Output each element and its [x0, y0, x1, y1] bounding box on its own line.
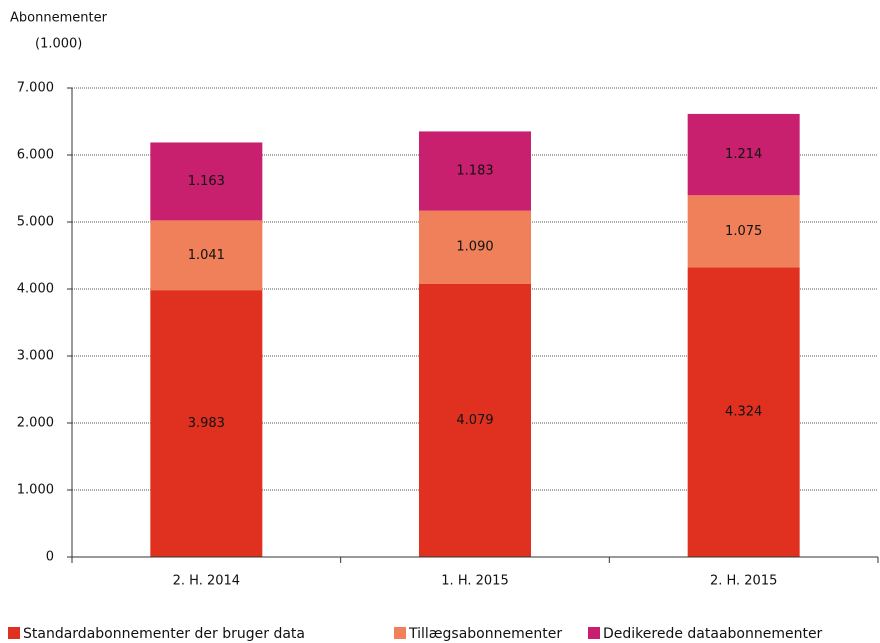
legend-swatch	[394, 627, 406, 639]
y-tick-label: 5.000	[17, 215, 54, 230]
legend-label: Standardabonnementer der bruger data	[23, 626, 305, 642]
data-label: 1.090	[456, 240, 493, 255]
y-axis-title: Abonnementer	[10, 11, 108, 26]
legend-swatch	[588, 627, 600, 639]
legend-swatch	[8, 627, 20, 639]
bar-segment	[687, 113, 800, 196]
data-label: 3.983	[188, 416, 225, 431]
y-tick-label: 4.000	[17, 282, 54, 297]
data-label: 1.075	[725, 224, 762, 239]
y-axis-unit: (1.000)	[35, 37, 82, 52]
x-tick-label: 2. H. 2014	[173, 574, 240, 589]
bar-segment	[687, 267, 800, 557]
data-label: 4.324	[725, 405, 762, 420]
bar-segment	[419, 283, 531, 557]
bar-segment	[419, 210, 531, 284]
data-label: 1.163	[188, 174, 225, 189]
y-tick-label: 6.000	[17, 148, 54, 163]
data-label: 4.079	[456, 413, 493, 428]
y-tick-label: 0	[46, 550, 54, 565]
bar-segment	[150, 142, 263, 221]
x-tick-label: 1. H. 2015	[441, 574, 508, 589]
y-tick-label: 3.000	[17, 349, 54, 364]
bar-segment	[150, 220, 263, 291]
legend-label: Tillægsabonnementer	[408, 626, 562, 642]
y-tick-label: 2.000	[17, 416, 54, 431]
legend-label: Dedikerede dataabonnementer	[603, 626, 823, 642]
y-tick-label: 1.000	[17, 483, 54, 498]
data-label: 1.214	[725, 147, 762, 162]
data-label: 1.183	[456, 164, 493, 179]
bar-segment	[419, 131, 531, 211]
x-tick-label: 2. H. 2015	[710, 574, 777, 589]
bar-segment	[150, 290, 263, 557]
y-tick-label: 7.000	[17, 81, 54, 96]
data-label: 1.041	[188, 248, 225, 263]
bar-segment	[687, 195, 800, 268]
